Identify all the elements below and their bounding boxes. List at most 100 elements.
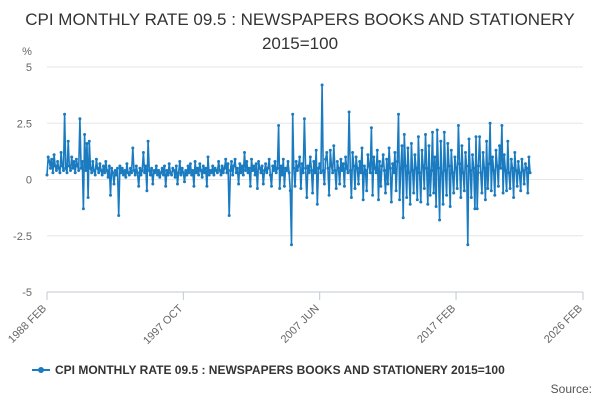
data-point[interactable]: [355, 166, 359, 170]
data-point[interactable]: [311, 191, 315, 195]
data-point[interactable]: [337, 166, 340, 170]
data-point[interactable]: [257, 160, 261, 163]
data-point[interactable]: [315, 202, 319, 206]
data-point[interactable]: [445, 193, 449, 197]
data-point[interactable]: [81, 207, 85, 211]
data-point[interactable]: [125, 162, 129, 166]
data-point[interactable]: [193, 160, 197, 163]
data-point[interactable]: [404, 164, 407, 168]
data-point[interactable]: [411, 169, 415, 172]
data-point[interactable]: [62, 169, 65, 172]
data-point[interactable]: [223, 166, 226, 170]
data-point[interactable]: [509, 157, 513, 161]
data-point[interactable]: [215, 171, 219, 175]
data-point[interactable]: [201, 164, 205, 168]
data-point[interactable]: [319, 171, 323, 175]
data-point[interactable]: [203, 171, 206, 175]
data-point[interactable]: [266, 166, 270, 170]
data-point[interactable]: [496, 184, 500, 188]
data-point[interactable]: [314, 148, 318, 152]
data-point[interactable]: [342, 184, 346, 188]
data-point[interactable]: [105, 169, 109, 172]
data-point[interactable]: [224, 157, 228, 161]
data-point[interactable]: [86, 196, 90, 199]
data-point[interactable]: [375, 148, 379, 152]
data-point[interactable]: [124, 175, 128, 179]
data-point[interactable]: [334, 187, 338, 190]
data-point[interactable]: [197, 173, 201, 177]
data-point[interactable]: [397, 112, 400, 116]
data-point[interactable]: [94, 157, 98, 161]
data-point[interactable]: [305, 196, 309, 199]
data-point[interactable]: [147, 169, 151, 172]
data-point[interactable]: [344, 155, 348, 159]
data-point[interactable]: [58, 171, 62, 175]
data-point[interactable]: [134, 164, 138, 168]
data-point[interactable]: [478, 135, 482, 139]
data-point[interactable]: [177, 171, 181, 175]
data-point[interactable]: [251, 169, 255, 172]
data-point[interactable]: [520, 157, 524, 161]
data-point[interactable]: [353, 187, 357, 190]
data-point[interactable]: [46, 155, 50, 159]
data-point[interactable]: [275, 166, 279, 170]
data-point[interactable]: [295, 169, 299, 172]
data-point[interactable]: [210, 171, 214, 175]
data-point[interactable]: [372, 155, 376, 159]
data-point[interactable]: [137, 184, 141, 188]
data-point[interactable]: [83, 133, 87, 136]
data-point[interactable]: [413, 153, 417, 157]
data-point[interactable]: [357, 182, 360, 186]
data-point[interactable]: [293, 184, 297, 188]
data-point[interactable]: [112, 182, 116, 186]
data-point[interactable]: [513, 151, 517, 154]
data-point[interactable]: [475, 207, 479, 211]
data-point[interactable]: [118, 164, 122, 168]
data-point[interactable]: [50, 157, 54, 161]
data-point[interactable]: [455, 187, 459, 190]
data-point[interactable]: [424, 133, 427, 136]
data-point[interactable]: [454, 166, 458, 170]
data-point[interactable]: [168, 171, 172, 175]
data-point[interactable]: [241, 173, 245, 177]
data-point[interactable]: [442, 130, 446, 134]
data-point[interactable]: [345, 166, 349, 170]
data-point[interactable]: [297, 164, 300, 168]
data-point[interactable]: [77, 169, 81, 172]
data-point[interactable]: [326, 166, 330, 170]
data-point[interactable]: [418, 171, 422, 175]
data-point[interactable]: [258, 166, 262, 170]
data-point[interactable]: [158, 175, 162, 179]
data-point[interactable]: [290, 243, 293, 247]
data-point[interactable]: [221, 171, 225, 175]
data-point[interactable]: [407, 171, 411, 175]
data-point[interactable]: [213, 166, 217, 170]
data-point[interactable]: [354, 155, 358, 159]
data-point[interactable]: [492, 169, 496, 172]
data-point[interactable]: [515, 184, 519, 188]
data-point[interactable]: [507, 171, 511, 175]
data-point[interactable]: [459, 196, 463, 199]
data-point[interactable]: [267, 157, 271, 161]
data-point[interactable]: [402, 133, 406, 136]
data-point[interactable]: [432, 191, 436, 195]
data-point[interactable]: [482, 166, 486, 170]
data-point[interactable]: [528, 171, 532, 175]
data-point[interactable]: [399, 166, 403, 170]
data-point[interactable]: [291, 112, 295, 116]
data-point[interactable]: [165, 169, 169, 172]
data-point[interactable]: [427, 144, 431, 148]
data-point[interactable]: [518, 171, 521, 175]
data-point[interactable]: [101, 164, 105, 168]
data-point[interactable]: [464, 151, 467, 154]
data-point[interactable]: [318, 162, 322, 166]
data-point[interactable]: [80, 160, 84, 163]
data-point[interactable]: [214, 169, 218, 172]
data-point[interactable]: [273, 160, 277, 163]
data-point[interactable]: [150, 166, 154, 170]
data-point[interactable]: [300, 162, 304, 166]
data-point[interactable]: [130, 171, 134, 175]
data-point[interactable]: [508, 187, 512, 190]
data-point[interactable]: [505, 189, 509, 193]
data-point[interactable]: [174, 164, 178, 168]
